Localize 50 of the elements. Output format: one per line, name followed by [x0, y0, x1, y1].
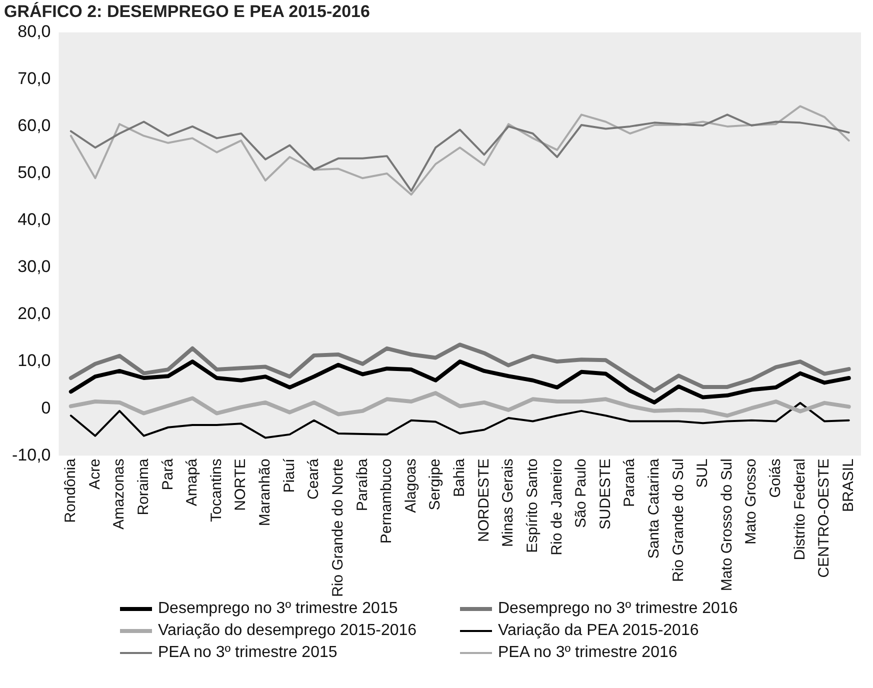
x-tick-label: NORTE [232, 458, 250, 511]
x-tick-label: CENTRO-OESTE [816, 458, 833, 578]
x-tick-label: Espírito Santo [524, 458, 541, 553]
y-tick-label: 60,0 [18, 116, 51, 136]
x-tick-label: Paraíba [354, 458, 371, 512]
y-tick-label: 0 [41, 398, 51, 418]
x-tick-label: NORDESTE [475, 458, 492, 542]
y-tick-label: 30,0 [18, 257, 51, 276]
x-tick-label: Pernambuco [378, 458, 396, 544]
x-tick-label: Acre [86, 458, 104, 490]
x-tick-label: Rio Grande do Norte [329, 458, 346, 597]
x-tick-label: Mato Grosso do Sul [718, 458, 736, 592]
y-tick-label: 20,0 [18, 304, 51, 324]
x-tick-label: Sergipe [426, 458, 444, 510]
legend-label: PEA no 3º trimestre 2015 [158, 644, 338, 662]
y-tick-label: 40,0 [18, 210, 51, 230]
x-tick-label: Goiás [767, 458, 784, 498]
x-tick-label: Paraná [621, 458, 638, 507]
x-tick-label: Bahia [451, 458, 468, 497]
x-tick-label: SUL [694, 458, 712, 488]
x-tick-label: Pará [159, 458, 176, 490]
legend-label: Variação do desemprego 2015-2016 [158, 622, 417, 640]
legend-label: Desemprego no 3º trimestre 2015 [158, 600, 398, 618]
x-tick-label: Roraima [134, 458, 152, 516]
y-tick-label: -10,0 [12, 445, 51, 464]
legend-label: Variação da PEA 2015-2016 [498, 622, 699, 640]
y-tick-label: 80,0 [18, 22, 51, 42]
y-tick-label: 70,0 [18, 69, 51, 88]
x-tick-label: Amazonas [110, 458, 128, 530]
y-tick-label: 50,0 [18, 163, 51, 182]
x-tick-label: Maranhão [256, 458, 274, 526]
x-tick-label: Rondônia [62, 458, 80, 523]
chart-title: GRÁFICO 2: DESEMPREGO E PEA 2015-2016 [4, 0, 370, 21]
legend-label: Desemprego no 3º trimestre 2016 [498, 600, 738, 618]
x-tick-label: BRASIL [840, 458, 857, 512]
x-tick-label: Amapá [184, 458, 201, 506]
x-tick-label: Ceará [305, 458, 322, 500]
legend-label: PEA no 3º trimestre 2016 [498, 644, 678, 662]
x-tick-label: SUDESTE [596, 458, 614, 530]
y-tick-label: 10,0 [18, 351, 51, 370]
x-tick-label: Santa Catarina [646, 458, 662, 559]
x-tick-label: Piauí [280, 458, 298, 493]
x-tick-label: Alagoas [402, 458, 420, 513]
x-tick-label: São Paulo [572, 458, 590, 528]
x-tick-label: Tocantins [208, 458, 225, 522]
x-tick-label: Minas Gerais [500, 458, 517, 547]
x-tick-label: Mato Grosso [742, 458, 760, 544]
x-tick-label: Rio Grande do Sul [670, 458, 687, 582]
x-tick-label: Distrito Federal [791, 458, 808, 560]
x-tick-label: Rio de Janeiro [548, 458, 566, 556]
